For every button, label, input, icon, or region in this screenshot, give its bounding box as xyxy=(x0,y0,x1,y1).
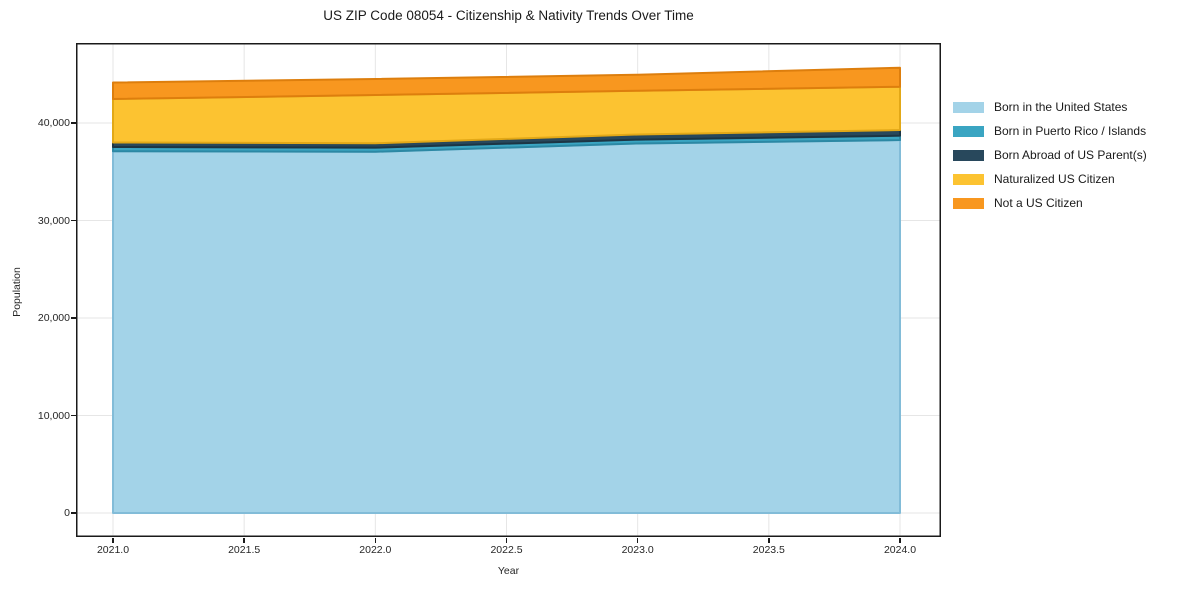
area-series-1 xyxy=(112,139,901,514)
x-tick-label: 2022.5 xyxy=(490,544,523,556)
x-tick-mark xyxy=(243,538,245,543)
x-tick-mark xyxy=(899,538,901,543)
y-tick-label: 30,000 xyxy=(37,214,70,227)
plot-area xyxy=(76,43,941,537)
x-tick-label: 2024.0 xyxy=(883,544,917,556)
legend-label: Born in Puerto Rico / Islands xyxy=(994,124,1147,138)
x-tick-mark xyxy=(112,538,114,543)
x-tick-mark xyxy=(636,538,639,543)
legend-swatch xyxy=(953,173,984,185)
y-tick-label: 20,000 xyxy=(37,312,70,324)
x-tick-label: 2022.0 xyxy=(359,544,392,556)
y-tick-mark xyxy=(71,317,76,319)
x-tick-mark xyxy=(505,538,508,543)
legend-item: Naturalized US Citizen xyxy=(953,172,1147,186)
legend-swatch xyxy=(953,125,984,137)
x-tick-label: 2021.0 xyxy=(96,544,130,556)
y-tick-label: 40,000 xyxy=(37,117,70,129)
legend-item: Not a US Citizen xyxy=(953,196,1147,210)
legend-label: Naturalized US Citizen xyxy=(994,172,1115,186)
legend: Born in the United States Born in Puerto … xyxy=(953,100,1147,221)
legend-swatch xyxy=(953,149,984,161)
stacked-area-chart xyxy=(76,43,941,537)
x-tick-mark xyxy=(374,538,377,543)
legend-swatch xyxy=(953,197,984,209)
x-tick-label: 2023.5 xyxy=(752,544,785,556)
legend-label: Born Abroad of US Parent(s) xyxy=(994,148,1147,162)
y-tick-label: 10,000 xyxy=(37,409,70,422)
legend-item: Born in Puerto Rico / Islands xyxy=(953,124,1147,138)
y-tick-mark xyxy=(71,219,76,222)
legend-item: Born Abroad of US Parent(s) xyxy=(953,148,1147,162)
area-series-5 xyxy=(112,66,901,101)
x-tick-label: 2023.0 xyxy=(621,544,654,556)
x-tick-label: 2021.5 xyxy=(228,544,261,556)
legend-swatch xyxy=(953,101,984,113)
y-tick-mark xyxy=(71,512,76,514)
plot-border xyxy=(76,43,941,537)
x-tick-mark xyxy=(768,538,770,543)
y-tick-mark xyxy=(71,414,76,417)
y-axis-label: Population xyxy=(11,267,23,317)
chart-title: US ZIP Code 08054 - Citizenship & Nativi… xyxy=(323,8,694,23)
legend-label: Not a US Citizen xyxy=(994,196,1083,210)
y-tick-mark xyxy=(71,122,76,124)
x-axis-label: Year xyxy=(497,565,520,577)
legend-item: Born in the United States xyxy=(953,100,1147,114)
y-tick-label: 0 xyxy=(64,507,70,519)
legend-label: Born in the United States xyxy=(994,100,1128,114)
